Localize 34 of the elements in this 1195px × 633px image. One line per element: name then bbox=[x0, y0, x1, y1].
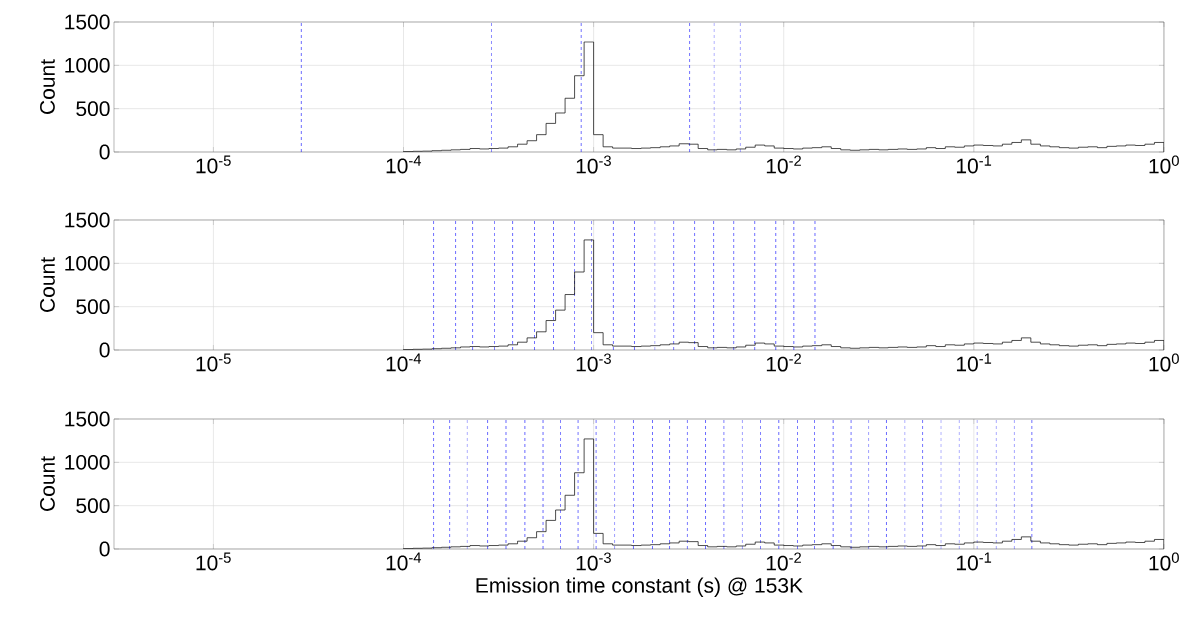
x-tick-label: 10$^{0}$ bbox=[1149, 353, 1179, 372]
x-tick-label: 10$^{-2}$ bbox=[766, 353, 801, 372]
x-tick-label: 10$^{-5}$ bbox=[196, 155, 231, 174]
x-tick-label: 10$^{-3}$ bbox=[576, 552, 611, 571]
x-tick-label: 10$^{-4}$ bbox=[386, 155, 422, 174]
x-axis-title: Emission time constant (s) @ 153K bbox=[476, 577, 803, 597]
y-axis-title: Count bbox=[40, 59, 55, 114]
x-tick-label: 10$^{-1}$ bbox=[956, 552, 992, 571]
y-tick-label: 1500 bbox=[65, 411, 110, 427]
y-tick-label: 1000 bbox=[65, 57, 110, 73]
x-tick-label: 10$^{-2}$ bbox=[766, 552, 801, 571]
x-tick-label: 10$^{0}$ bbox=[1149, 155, 1179, 174]
y-tick-label: 1500 bbox=[65, 212, 110, 228]
x-tick-label: 10$^{-2}$ bbox=[766, 155, 801, 174]
y-tick-label: 500 bbox=[76, 299, 110, 315]
y-tick-label: 0 bbox=[99, 144, 110, 160]
x-tick-label: 10$^{-5}$ bbox=[196, 353, 231, 372]
x-tick-label: 10$^{-4}$ bbox=[386, 552, 422, 571]
y-axis-title: Count bbox=[40, 257, 55, 312]
x-tick-label: 10$^{0}$ bbox=[1149, 552, 1179, 571]
y-tick-label: 1500 bbox=[65, 14, 110, 30]
y-tick-label: 0 bbox=[99, 342, 110, 358]
x-tick-label: 10$^{-4}$ bbox=[386, 353, 422, 372]
x-tick-label: 10$^{-5}$ bbox=[196, 552, 231, 571]
x-tick-label: 10$^{-1}$ bbox=[956, 353, 992, 372]
x-tick-label: 10$^{-3}$ bbox=[576, 353, 611, 372]
y-tick-label: 1000 bbox=[65, 454, 110, 470]
y-tick-label: 500 bbox=[76, 101, 110, 117]
y-axis-title: Count bbox=[40, 456, 55, 511]
x-tick-label: 10$^{-1}$ bbox=[956, 155, 992, 174]
y-tick-label: 1000 bbox=[65, 255, 110, 271]
y-tick-label: 500 bbox=[76, 498, 110, 514]
x-tick-label: 10$^{-3}$ bbox=[576, 155, 611, 174]
y-tick-label: 0 bbox=[99, 541, 110, 557]
